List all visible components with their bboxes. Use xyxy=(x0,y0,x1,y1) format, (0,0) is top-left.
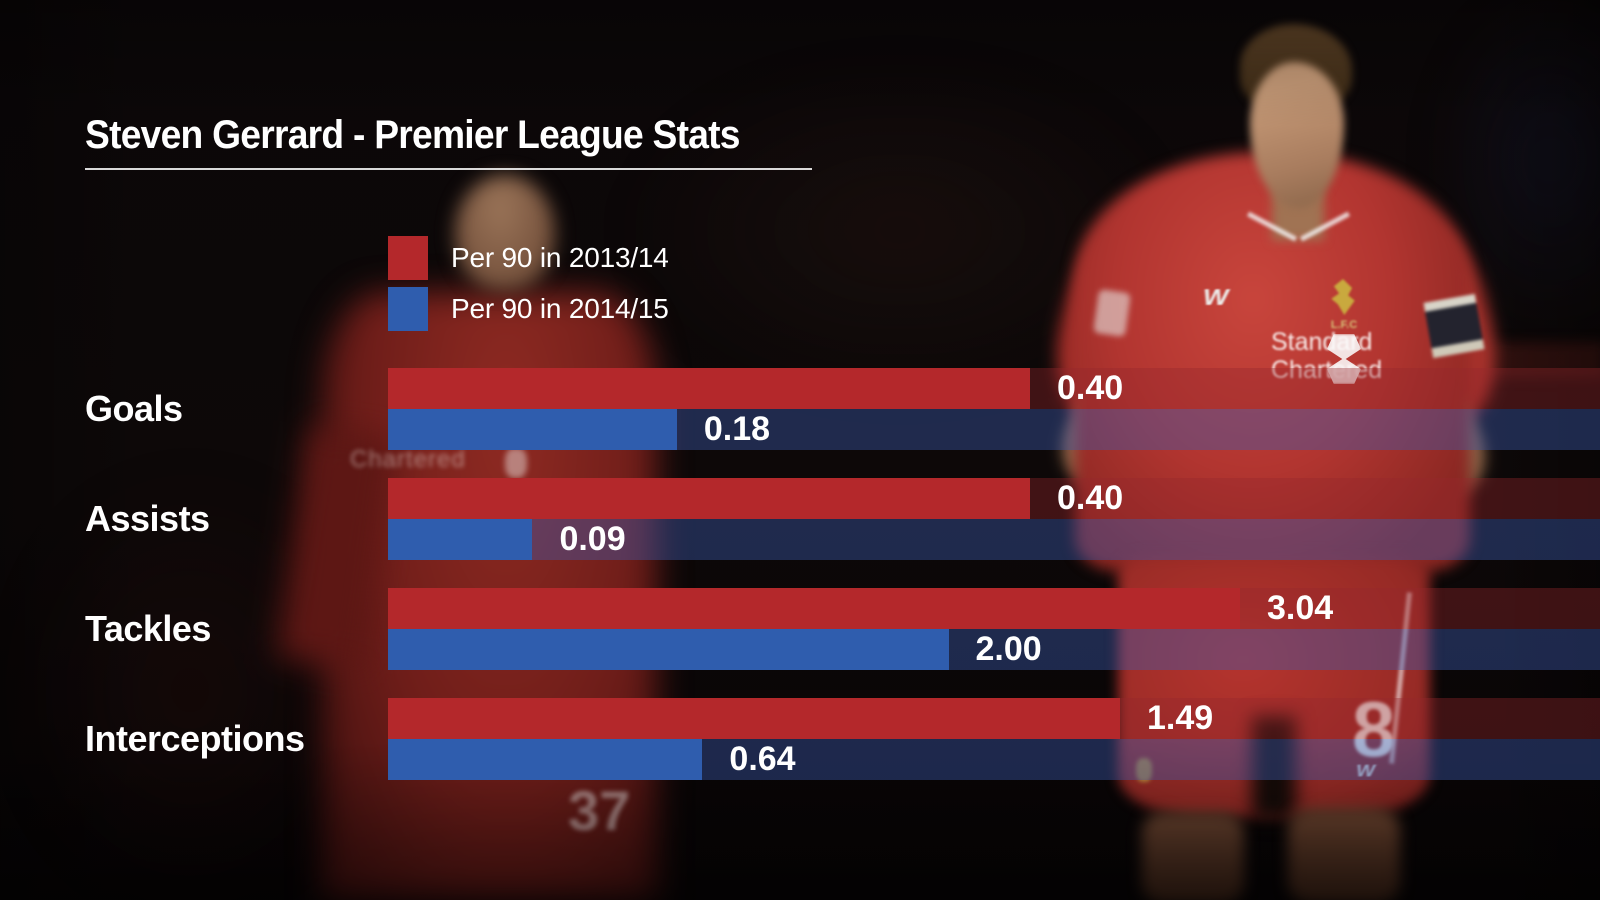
gerrard-collar xyxy=(1246,211,1298,242)
lfc-crest-text: L.F.C xyxy=(1330,319,1358,331)
background-player-arm xyxy=(276,425,396,670)
value-label: 0.09 xyxy=(559,520,626,558)
chart-legend: Per 90 in 2013/14 Per 90 in 2014/15 xyxy=(388,236,748,336)
bar-tackles-2014-15 xyxy=(388,629,949,670)
bar-track: 0.09 xyxy=(388,519,1600,560)
crowd-glow xyxy=(620,60,1180,400)
category-label-interceptions: Interceptions xyxy=(85,718,305,759)
captain-armband xyxy=(1423,293,1485,359)
bar-interceptions-2013-14 xyxy=(388,698,1120,739)
gerrard-neck xyxy=(1272,190,1324,240)
value-label: 0.64 xyxy=(729,740,796,778)
liver-bird-icon xyxy=(1331,279,1355,315)
category-label-tackles: Tackles xyxy=(85,608,211,649)
gerrard-hair xyxy=(1240,24,1352,112)
legend-label-2013-14: Per 90 in 2013/14 xyxy=(451,242,669,273)
bar-track: 2.00 xyxy=(388,629,1600,670)
warrior-logo-icon: W xyxy=(1200,284,1232,310)
bar-goals-2014-15 xyxy=(388,409,677,450)
legend-item-2014-15: Per 90 in 2014/15 xyxy=(388,287,669,331)
bar-track: 0.40 xyxy=(388,368,1600,409)
premier-league-sleeve-badge xyxy=(1093,288,1131,338)
legend-label-2014-15: Per 90 in 2014/15 xyxy=(451,293,669,324)
legend-item-2013-14: Per 90 in 2013/14 xyxy=(388,236,669,280)
standard-chartered-emblem-icon xyxy=(505,448,527,478)
lfc-crest: L.F.C xyxy=(1322,279,1366,337)
legend-swatch-blue xyxy=(388,287,428,331)
page-title: Steven Gerrard - Premier League Stats xyxy=(85,112,741,157)
bar-assists-2014-15 xyxy=(388,519,533,560)
background-player-sponsor-text: Chartered xyxy=(350,446,466,473)
bar-track: 0.64 xyxy=(388,739,1600,780)
title-underline xyxy=(85,168,812,170)
value-label: 1.49 xyxy=(1147,699,1214,737)
category-label-assists: Assists xyxy=(85,498,210,539)
bar-track: 0.40 xyxy=(388,478,1600,519)
bar-tackles-2013-14 xyxy=(388,588,1240,629)
gerrard-face xyxy=(1250,62,1344,208)
category-label-goals: Goals xyxy=(85,388,183,429)
gerrard-right-leg xyxy=(1288,808,1400,900)
bar-assists-2013-14 xyxy=(388,478,1030,519)
gerrard-collar xyxy=(1299,211,1351,242)
bar-interceptions-2014-15 xyxy=(388,739,703,780)
gerrard-left-leg xyxy=(1142,812,1244,900)
bar-goals-2013-14 xyxy=(388,368,1030,409)
legend-swatch-red xyxy=(388,236,428,280)
sponsor-line-1: Standard xyxy=(1271,328,1373,356)
bar-track: 3.04 xyxy=(388,588,1600,629)
stand-glow xyxy=(1440,0,1600,320)
value-label: 3.04 xyxy=(1267,589,1334,627)
shirt-sponsor-text: Standard Chartered xyxy=(1196,328,1382,384)
value-label: 2.00 xyxy=(975,630,1042,668)
value-label: 0.40 xyxy=(1057,369,1124,407)
value-label: 0.18 xyxy=(703,410,771,448)
value-label: 0.40 xyxy=(1057,479,1124,517)
background-player-number: 37 xyxy=(568,779,631,842)
bar-track: 0.18 xyxy=(388,409,1600,450)
bar-track: 1.49 xyxy=(388,698,1600,739)
